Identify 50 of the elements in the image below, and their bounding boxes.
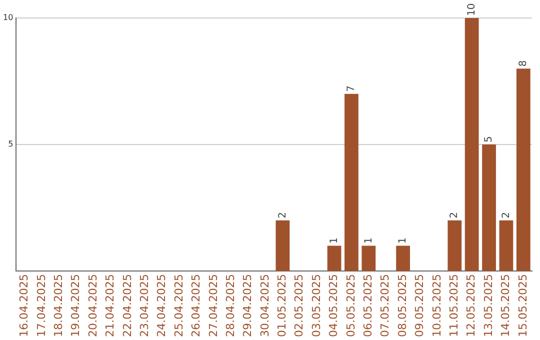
x-tick-label: 27.04.2025 xyxy=(206,274,220,338)
x-tick-label: 02.05.2025 xyxy=(292,274,306,338)
x-tick-label: 28.04.2025 xyxy=(224,274,237,338)
x-tick-label: 11.05.2025 xyxy=(447,274,460,338)
bar xyxy=(327,246,342,272)
x-tick-label: 18.04.2025 xyxy=(52,274,66,338)
x-tick-label: 19.04.2025 xyxy=(69,274,82,338)
bar xyxy=(396,246,410,272)
x-tick-label: 25.04.2025 xyxy=(172,274,186,338)
x-tick-label: 14.05.2025 xyxy=(499,274,512,338)
x-tick-label: 24.04.2025 xyxy=(155,274,168,338)
bar xyxy=(499,220,514,272)
data-label: 2 xyxy=(449,212,460,218)
x-tick-label: 08.05.2025 xyxy=(396,274,409,338)
bar xyxy=(448,220,462,272)
x-tick-label: 06.05.2025 xyxy=(362,274,375,338)
data-label: 1 xyxy=(363,237,374,244)
bar xyxy=(276,220,290,272)
x-tick-label: 20.04.2025 xyxy=(86,274,100,338)
x-tick-label: 22.04.2025 xyxy=(120,274,134,338)
x-tick-label: 23.04.2025 xyxy=(138,274,151,338)
bar xyxy=(464,18,479,272)
x-tick-label: 09.05.2025 xyxy=(413,274,426,338)
x-tick-label: 05.05.2025 xyxy=(344,274,358,338)
data-label: 1 xyxy=(398,237,409,244)
x-tick-label: 29.04.2025 xyxy=(241,274,254,338)
data-label: 10 xyxy=(466,3,478,16)
x-tick-label: 15.05.2025 xyxy=(516,274,530,338)
x-tick-label: 12.05.2025 xyxy=(464,274,478,338)
bar xyxy=(362,246,376,272)
data-label: 2 xyxy=(277,212,288,218)
x-tick-label: 13.05.2025 xyxy=(482,274,495,338)
data-label: 2 xyxy=(500,212,512,218)
bar xyxy=(482,144,496,272)
x-tick-label: 17.04.2025 xyxy=(34,274,48,338)
x-tick-label: 30.04.2025 xyxy=(258,274,272,338)
data-label: 8 xyxy=(518,60,529,67)
x-tick-label: 10.05.2025 xyxy=(430,274,444,338)
data-label: 1 xyxy=(328,237,340,244)
x-tick-label: 03.05.2025 xyxy=(310,274,323,338)
data-label: 7 xyxy=(346,86,358,92)
x-tick-label: 16.04.2025 xyxy=(18,274,31,338)
x-tick-label: 07.05.2025 xyxy=(378,274,392,338)
bar xyxy=(344,94,358,272)
bar xyxy=(516,68,530,272)
data-label: 5 xyxy=(484,136,495,143)
x-tick-label: 04.05.2025 xyxy=(327,274,340,338)
x-tick-label: 21.04.2025 xyxy=(104,274,117,338)
x-tick-label: 26.04.2025 xyxy=(190,274,203,338)
x-tick-label: 01.05.2025 xyxy=(276,274,289,338)
